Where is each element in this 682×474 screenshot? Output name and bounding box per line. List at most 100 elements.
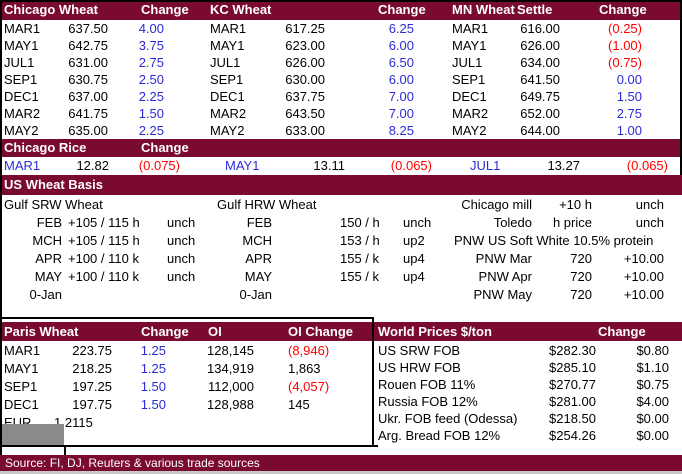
world-prices-table-wnum: $0.75 [636,377,669,392]
domestic-rows-dlbl: Toledo [493,215,532,230]
kc-wheat-table-num: 623.00 [285,38,325,53]
mn-wheat-title: MN Wheat [452,2,515,17]
world-prices-table-wnum: $4.00 [636,394,669,409]
table-row: PNW Mar 720 +10.00 [440,250,682,268]
domestic-rows-dlbl: Chicago mill [461,197,532,212]
table-row: MAR2 641.75 1.50 [4,105,164,122]
world-prices-table-wnum: $254.26 [549,428,596,443]
mn-wheat-table-num: 616.00 [520,21,560,36]
table-row: Ukr. FOB feed (Odessa) $218.50 $0.00 [374,410,682,427]
world-prices-table-wlbl: Russia FOB 12% [378,394,478,409]
paris-wheat-table-oichg: (8,946) [288,343,330,358]
table-row: Rouen FOB 11% $270.77 $0.75 [374,376,682,393]
pnw-rows-dval: 720 [570,287,592,302]
mn-wheat-table-lbl: MAR2 [452,106,489,121]
kc-wheat-table-lbl: MAY1 [210,38,245,53]
table-row: DEC1 637.00 2.25 [4,88,164,105]
basis-title: US Wheat Basis [4,177,103,192]
paris-wheat-table-chg: 1.25 [140,343,166,358]
table-row: 0-Jan [215,286,425,304]
paris-wheat-table-lbl: MAY1 [4,361,39,376]
table-row: MAR1 223.75 1.25 128,145 (8,946) [4,342,372,360]
kc-wheat-table-num: 617.25 [285,21,325,36]
domestic-rows-dstat: unch [635,215,664,230]
paris-wheat-table-oichg: 145 [288,397,310,412]
table-row: MAY2 635.00 2.25 [4,122,164,139]
mn-wheat-table-lbl: MAY1 [452,38,487,53]
world-prices-table-wlbl: Rouen FOB 11% [378,377,476,392]
world-prices-table: US SRW FOB $282.30 $0.80 US HRW FOB $285.10 $… [374,342,682,444]
gulf-srw-label: Gulf SRW Wheat [4,197,103,212]
gulf-hrw-rows-val: 155 / k [340,251,380,266]
pnw-rows-dstat: +10.00 [623,269,664,284]
gulf-srw-rows-mon: 0-Jan [29,287,62,302]
rice-row: MAR1 12.82 (0.075) MAY1 13.11 (0.065) JUL1 13.2… [4,157,678,175]
table-row: MAY1 218.25 1.25 134,919 1,863 [4,360,372,378]
chicago-wheat-table-num: 641.75 [68,106,108,121]
mn-wheat-table-lbl: MAY2 [452,123,487,138]
mn-wheat-table-num: 626.00 [520,38,560,53]
rice-row-num: 13.11 [313,158,345,173]
domestic-rows-dval: h price [552,215,592,230]
paris-wheat-table-chg: 1.25 [140,361,166,376]
pnw-rows-dval: 720 [570,251,592,266]
kc-wheat-table: MAR1 617.25 6.25 MAY1 623.00 6.00 JUL1 626.00 6.… [210,20,414,139]
rice-title: Chicago Rice [4,140,87,155]
chicago-wheat-table: MAR1 637.50 4.00 MAY1 642.75 3.75 JUL1 631.00 2.… [4,20,164,139]
gulf-hrw-rows-val [272,286,395,304]
table-row: DEC1 197.75 1.50 128,988 145 [4,396,372,414]
kc-change-header: Change [378,2,426,17]
gulf-hrw-rows-mon: 0-Jan [239,287,272,302]
paris-wheat-table-num: 223.75 [72,343,112,358]
paris-wheat-table-chg: 1.50 [140,397,166,412]
table-row: MAY1 626.00 (1.00) [452,37,642,54]
table-row: PNW May 720 +10.00 [440,286,682,304]
mn-settle-header: Settle [517,2,553,17]
chicago-wheat-table-chg: 1.50 [138,106,164,121]
pnw-rows-dval: 720 [570,269,592,284]
kc-wheat-table-lbl: MAR2 [210,106,247,121]
gulf-srw-rows: FEB +105 / 115 h unch MCH +105 / 115 h unch AP… [4,214,204,304]
chicago-wheat-table-lbl: MAY2 [4,123,39,138]
chicago-wheat-table-chg: 4.00 [138,21,164,36]
world-prices-table-wnum: $285.10 [549,360,596,375]
gulf-hrw-rows-stat: up4 [403,269,425,284]
table-row: JUL1 626.00 6.50 [210,54,414,71]
domestic-rows: Chicago mill +10 h unch Toledo h price unch [440,196,682,232]
pnw-rows-dlbl: PNW May [473,287,533,302]
gulf-srw-rows-val: +105 / 115 h [68,215,140,230]
table-row: APR +100 / 110 k unch [4,250,204,268]
paris-change-header: Change [141,324,189,339]
gulf-hrw-rows-val: 155 / k [340,269,380,284]
rice-row-sp [432,157,470,175]
table-row: SEP1 630.75 2.50 [4,71,164,88]
table-row: MCH 153 / h up2 [215,232,425,250]
kc-wheat-table-chg: 8.25 [388,123,414,138]
pnw-rows-dlbl: PNW Apr [478,269,532,284]
paris-wheat-table-chg: 1.50 [140,379,166,394]
gulf-hrw-rows-stat: up4 [403,251,425,266]
gulf-hrw-rows-stat: up2 [403,233,425,248]
mn-wheat-table-lbl: MAR1 [452,21,489,36]
mn-wheat-table-chg: (0.75) [608,55,642,70]
top-border [0,0,682,2]
domestic-basis-section: Chicago mill +10 h unch Toledo h price unch P… [440,196,682,304]
paris-wheat-table-oi: 112,000 [207,379,254,394]
world-prices-table-wnum: $0.80 [636,343,669,358]
mn-wheat-table-num: 652.00 [520,106,560,121]
rice-row-rlbl: MAY1 [225,158,260,173]
paris-wheat-table-num: 197.75 [72,397,112,412]
table-row: Chicago mill +10 h unch [440,196,682,214]
table-row: MAR2 652.00 2.75 [452,105,642,122]
paris-wheat-table-lbl: MAR1 [4,343,41,358]
gulf-srw-rows-stat: unch [167,215,196,230]
chicago-wheat-table-num: 631.00 [68,55,108,70]
mn-wheat-table-lbl: JUL1 [452,55,483,70]
paris-title: Paris Wheat [4,324,79,339]
table-row: US SRW FOB $282.30 $0.80 [374,342,682,359]
kc-wheat-table-num: 643.50 [285,106,325,121]
rice-row-chg: (0.065) [626,158,668,173]
table-row: FEB 150 / h unch [215,214,432,232]
futures-header-band: Chicago Wheat Change KC Wheat Change MN … [0,0,682,20]
